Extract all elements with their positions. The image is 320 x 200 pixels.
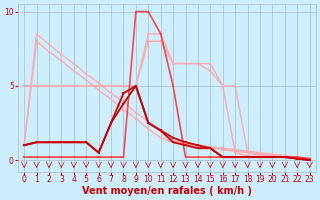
X-axis label: Vent moyen/en rafales ( km/h ): Vent moyen/en rafales ( km/h ): [82, 186, 252, 196]
